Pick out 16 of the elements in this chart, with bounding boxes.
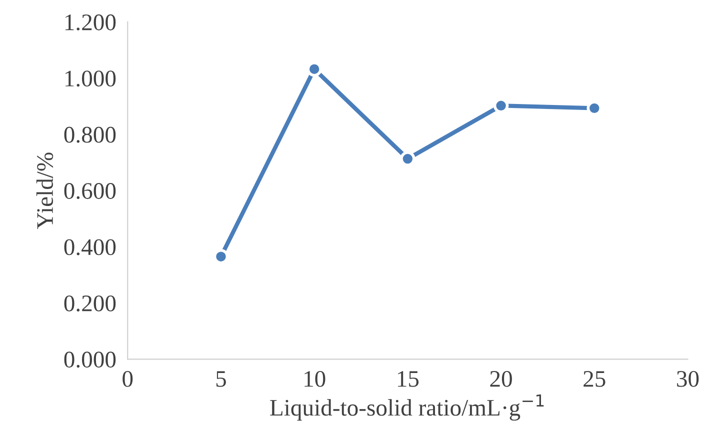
y-tick-label: 0.200: [64, 295, 116, 312]
y-tick-label: 0.000: [64, 352, 116, 368]
x-tick-label: 30: [677, 370, 699, 387]
x-tick-label: 0: [122, 370, 133, 387]
x-tick-label: 15: [398, 371, 419, 387]
x-tick-label: 5: [216, 371, 226, 387]
x-tick-label: 10: [304, 370, 326, 387]
x-axis-title: Liquid-to-solid ratio/mL·g$^{−1}$: [270, 394, 544, 421]
y-tick-label: 1.200: [65, 14, 116, 30]
y-tick-label: 0.800: [64, 126, 116, 143]
y-tick-label: 1.000: [65, 70, 116, 87]
x-tick-label: 20: [490, 370, 512, 387]
y-tick-label: 0.400: [64, 239, 116, 256]
x-tick-label: 25: [584, 371, 606, 387]
y-tick-label: 0.600: [64, 183, 116, 200]
y-axis-title: Yield/%: [36, 152, 54, 229]
